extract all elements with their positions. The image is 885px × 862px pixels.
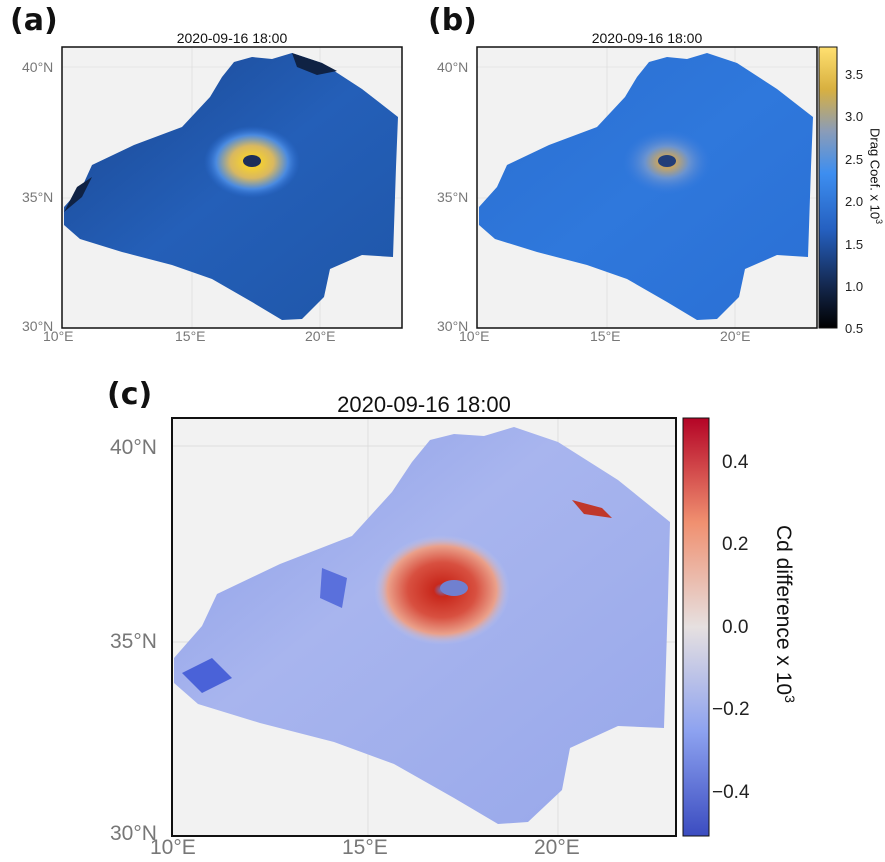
colorbar-top-label-exp: 3: [874, 219, 884, 225]
colorbar-bottom-label-exp: 3: [782, 695, 798, 703]
panel-title-a: 2020-09-16 18:00: [176, 30, 288, 46]
colorbar-top-label-text: Drag Coef. x 10: [867, 128, 883, 220]
lon-tick-a-10: 10°E: [43, 328, 74, 344]
lon-tick-a-20: 20°E: [305, 328, 336, 344]
map-panel-a: [61, 46, 403, 329]
lon-tick-c-20: 20°E: [534, 836, 580, 859]
colorbar-bottom-label-text: Cd difference x 10: [772, 525, 795, 696]
lat-tick-b-30: 30°N: [437, 318, 469, 334]
lat-tick-c-30: 30°N: [110, 822, 157, 845]
panel-label-a: (a): [10, 3, 58, 38]
cb-top-tick-2.5: 2.5: [845, 152, 864, 167]
lat-tick-a-35: 35°N: [22, 189, 54, 205]
panel-title-b: 2020-09-16 18:00: [591, 30, 703, 46]
colorbar-drag-coef: [818, 46, 838, 329]
lat-tick-b-35: 35°N: [437, 189, 469, 205]
cb-bot-tick-0.2: 0.2: [722, 534, 749, 555]
cb-top-tick-3.0: 3.0: [845, 109, 864, 124]
lon-tick-b-15: 15°E: [590, 328, 621, 344]
cb-top-tick-1.5: 1.5: [845, 237, 864, 252]
lon-tick-c-15: 15°E: [342, 836, 388, 859]
colorbar-cd-difference: [682, 417, 710, 837]
lon-tick-b-10: 10°E: [459, 328, 490, 344]
lon-tick-c-10: 10°E: [150, 836, 196, 859]
cb-top-tick-2.0: 2.0: [845, 194, 864, 209]
lon-tick-a-15: 15°E: [175, 328, 206, 344]
lat-tick-c-35: 35°N: [110, 630, 157, 653]
colorbar-bottom-label: Cd difference x 103: [770, 525, 800, 755]
panel-label-b: (b): [428, 3, 477, 38]
map-panel-c: [171, 417, 677, 837]
cb-top-tick-0.5: 0.5: [845, 321, 864, 336]
cb-top-tick-3.5: 3.5: [845, 67, 864, 82]
cb-bot-tick-0.0: 0.0: [722, 617, 749, 638]
cb-top-tick-1.0: 1.0: [845, 279, 864, 294]
panel-title-c: 2020-09-16 18:00: [337, 392, 511, 417]
panel-label-c: (c): [107, 377, 153, 412]
lat-tick-a-30: 30°N: [22, 318, 54, 334]
lon-tick-b-20: 20°E: [720, 328, 751, 344]
cb-bot-tick-neg0.2: −0.2: [712, 699, 750, 720]
lat-tick-c-40: 40°N: [110, 436, 157, 459]
lat-tick-a-40: 40°N: [22, 59, 54, 75]
cb-bot-tick-neg0.4: −0.4: [712, 782, 750, 803]
lat-tick-b-40: 40°N: [437, 59, 469, 75]
cb-bot-tick-0.4: 0.4: [722, 452, 749, 473]
map-panel-b: [476, 46, 818, 329]
colorbar-top-label: Drag Coef. x 103: [866, 128, 885, 258]
